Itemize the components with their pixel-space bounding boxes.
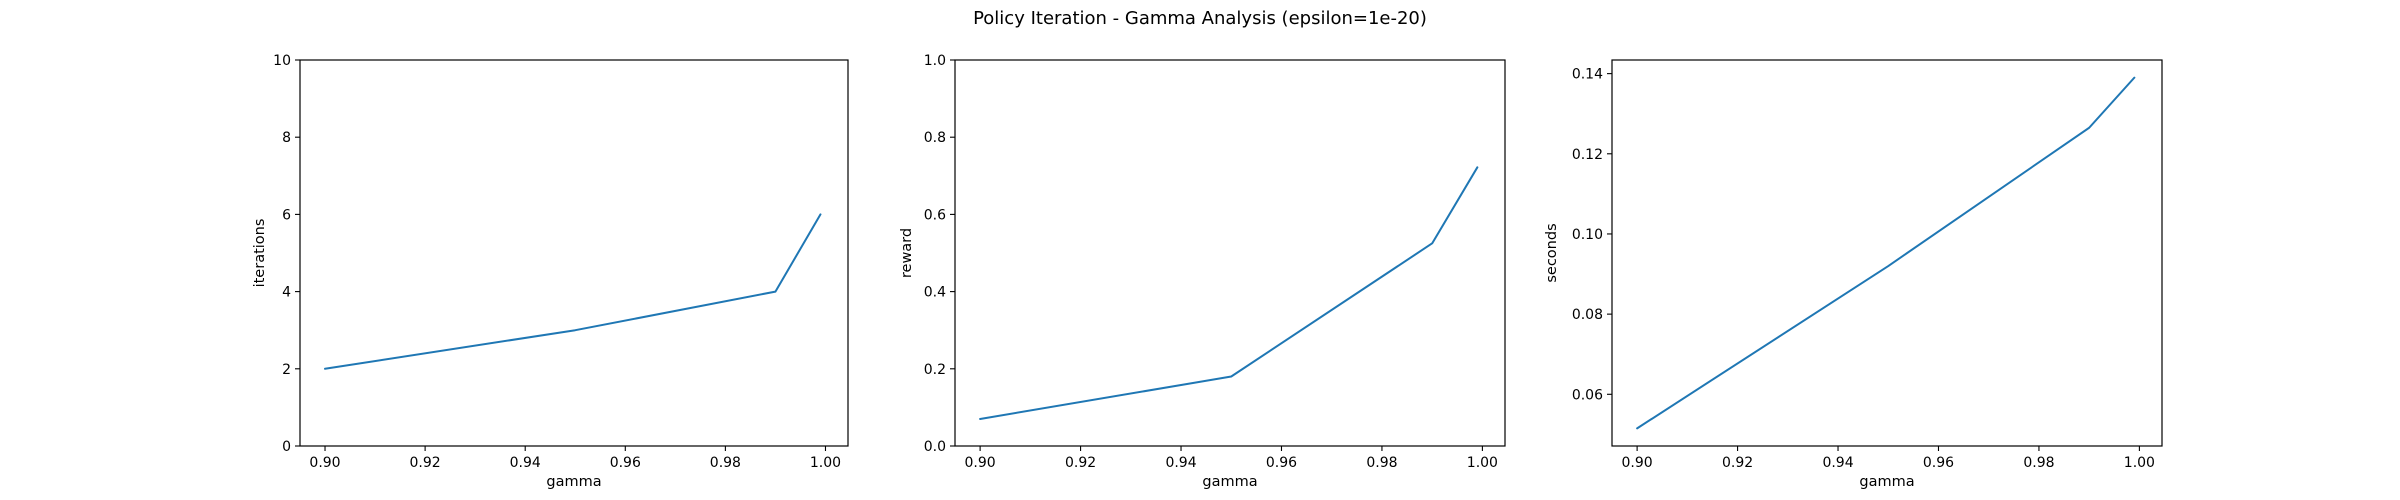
- y-tick-label-seconds: 0.08: [1572, 307, 1603, 323]
- y-tick-label-reward: 0.4: [924, 285, 946, 301]
- x-tick-label-iterations: 0.90: [309, 455, 340, 471]
- x-tick-label-seconds: 0.96: [1923, 455, 1954, 471]
- x-tick-label-reward: 0.98: [1366, 455, 1397, 471]
- plot-frame-iterations: [299, 59, 849, 447]
- y-tick-label-reward: 0.6: [924, 207, 946, 223]
- y-tick-label-seconds: 0.14: [1572, 67, 1603, 83]
- x-tick-label-reward: 0.94: [1165, 455, 1196, 471]
- y-axis-label-iterations: iterations: [252, 219, 268, 288]
- x-tick-label-seconds: 1.00: [2124, 455, 2155, 471]
- x-tick-label-reward: 1.00: [1467, 455, 1498, 471]
- series-line-iterations: [324, 213, 822, 370]
- y-tick-label-iterations: 2: [282, 362, 291, 378]
- x-tick-label-seconds: 0.98: [2023, 455, 2054, 471]
- x-axis-label-reward: gamma: [1202, 474, 1257, 490]
- y-tick-label-iterations: 10: [273, 53, 291, 69]
- y-tick-label-reward: 0.8: [924, 130, 946, 146]
- y-tick-label-seconds: 0.12: [1572, 147, 1603, 163]
- x-tick-label-seconds: 0.94: [1822, 455, 1853, 471]
- x-tick-label-iterations: 1.00: [810, 455, 841, 471]
- y-tick-label-iterations: 4: [282, 285, 291, 301]
- x-axis-label-iterations: gamma: [546, 474, 601, 490]
- y-tick-label-iterations: 8: [282, 130, 291, 146]
- series-line-seconds: [1636, 76, 2136, 430]
- y-tick-label-seconds: 0.10: [1572, 227, 1603, 243]
- x-tick-label-iterations: 0.96: [610, 455, 641, 471]
- x-tick-label-reward: 0.92: [1065, 455, 1096, 471]
- plot-frame-seconds: [1611, 59, 2163, 447]
- x-tick-label-reward: 0.90: [965, 455, 996, 471]
- y-axis-label-reward: reward: [899, 228, 915, 278]
- x-tick-label-iterations: 0.94: [510, 455, 541, 471]
- y-tick-label-seconds: 0.06: [1572, 387, 1603, 403]
- x-tick-label-seconds: 0.92: [1722, 455, 1753, 471]
- chart-panels: 0.90 0.92 0.94 0.96 0.98 1.00 0 2 4 6 8 10 gamma iter…: [252, 53, 2163, 490]
- x-tick-label-reward: 0.96: [1266, 455, 1297, 471]
- chart-seconds: 0.90 0.92 0.94 0.96 0.98 1.00 0.06 0.08 0.10 0.12…: [1544, 59, 2163, 490]
- x-tick-label-iterations: 0.92: [410, 455, 441, 471]
- y-tick-label-reward: 0.2: [924, 362, 946, 378]
- plot-frame-reward: [954, 59, 1506, 447]
- y-tick-label-reward: 1.0: [924, 53, 946, 69]
- y-tick-label-reward: 0.0: [924, 439, 946, 455]
- x-tick-label-seconds: 0.90: [1622, 455, 1653, 471]
- x-tick-label-iterations: 0.98: [710, 455, 741, 471]
- y-axis-label-seconds: seconds: [1544, 223, 1560, 282]
- x-axis-label-seconds: gamma: [1859, 474, 1914, 490]
- chart-iterations: 0.90 0.92 0.94 0.96 0.98 1.00 0 2 4 6 8 10 gamma iter…: [252, 53, 849, 490]
- series-line-reward: [979, 166, 1479, 420]
- figure-title: Policy Iteration - Gamma Analysis (epsil…: [973, 8, 1427, 29]
- y-tick-label-iterations: 6: [282, 207, 291, 223]
- chart-reward: 0.90 0.92 0.94 0.96 0.98 1.00 0.0 0.2 0.4 0.6 0.8 1…: [899, 53, 1506, 490]
- y-tick-label-iterations: 0: [282, 439, 291, 455]
